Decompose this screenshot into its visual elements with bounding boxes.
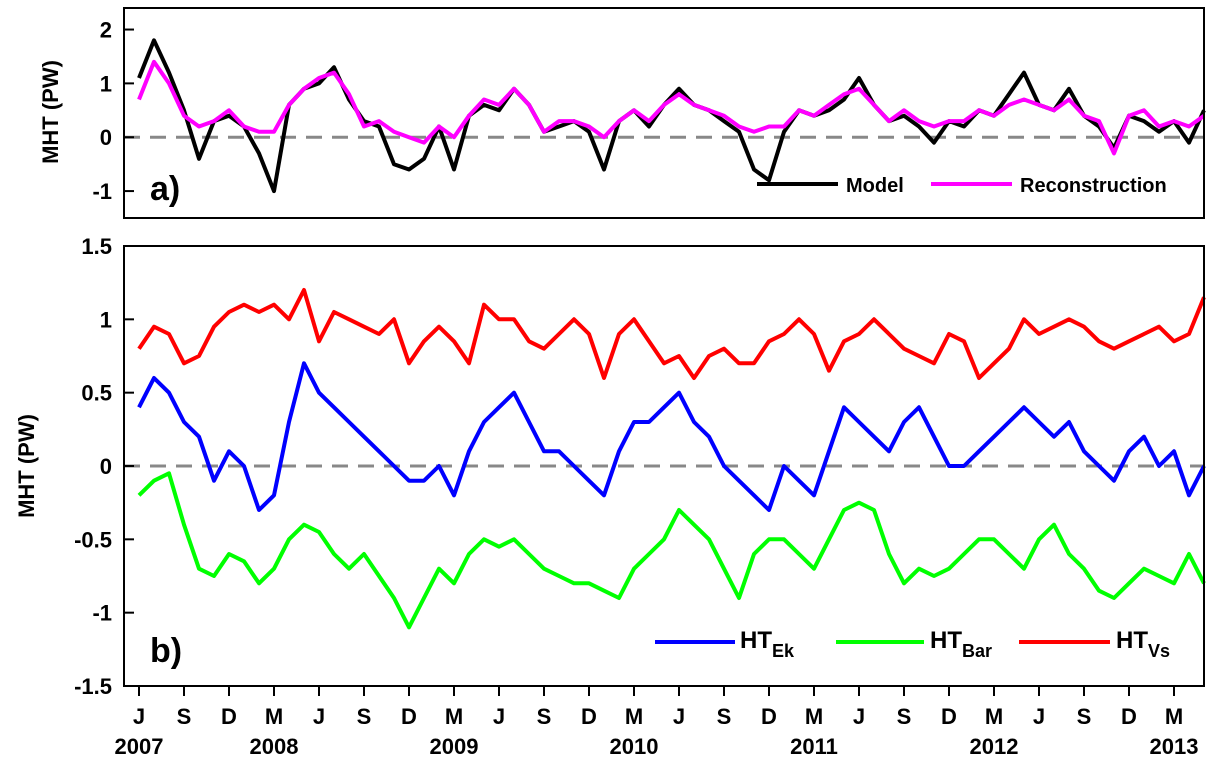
legend-ht-ek-sub: Ek	[772, 641, 795, 661]
x-year-label: 2011	[790, 734, 838, 759]
x-tick-month-label: D	[761, 704, 777, 729]
x-axis: J S D M J S D M J S D M J S D M J S D M J S D M 2007 2008 2009 2010…	[115, 686, 1199, 759]
panel-b-legend: HTEk HTBar HTVs	[655, 627, 1170, 661]
x-tick-month-label: J	[853, 704, 865, 729]
panel-a-series	[137, 38, 1206, 194]
series-line-vs	[137, 288, 1206, 380]
y-tick-label: 2	[100, 18, 112, 43]
y-tick-label: 1	[100, 71, 112, 96]
y-tick-label: 0	[100, 454, 112, 479]
x-tick-month-label: J	[673, 704, 685, 729]
x-tick-month-label: J	[133, 704, 145, 729]
x-tick-month-label: J	[493, 704, 505, 729]
panel-b-y-label: MHT (PW)	[14, 414, 39, 518]
y-tick-label: 1.5	[81, 234, 112, 259]
legend-ht-vs-sub: Vs	[1148, 641, 1170, 661]
y-tick-label: 0.5	[81, 381, 112, 406]
x-year-label: 2009	[430, 734, 479, 759]
legend-reconstruction-label: Reconstruction	[1020, 175, 1167, 197]
x-tick-month-label: D	[401, 704, 417, 729]
x-tick-month-label: J	[313, 704, 325, 729]
x-year-label: 2008	[250, 734, 299, 759]
legend-ht-bar-sub: Bar	[962, 641, 992, 661]
x-tick-month-label: S	[717, 704, 732, 729]
series-line-bar	[137, 471, 1206, 630]
legend-model-label: Model	[846, 175, 904, 197]
y-tick-label: 0	[100, 125, 112, 150]
legend-ht-bar-label: HTBar	[930, 627, 992, 661]
panel-b: -1.5-1-0.500.511.5 MHT (PW) b) HTEk HTBa…	[14, 234, 1206, 699]
series-line-model	[137, 38, 1206, 194]
x-tick-month-label: M	[625, 704, 643, 729]
panel-a-frame	[123, 7, 1205, 219]
legend-ht-ek-label: HTEk	[740, 627, 795, 661]
x-tick-month-label: D	[221, 704, 237, 729]
panel-b-y-ticks: -1.5 -1 -0.5 0 0.5 1 1.5	[74, 234, 134, 699]
y-tick-label: -1.5	[74, 674, 112, 699]
series-line-recon	[137, 59, 1206, 156]
legend-ht-bar-main: HT	[930, 627, 962, 654]
x-tick-month-label: S	[897, 704, 912, 729]
legend-ht-ek-main: HT	[740, 627, 772, 654]
series-line-ek	[137, 361, 1206, 512]
legend-ht-vs-label: HTVs	[1116, 627, 1170, 661]
x-tick-month-label: S	[357, 704, 372, 729]
panel-a-label: a)	[150, 170, 180, 208]
y-tick-label: 1	[100, 307, 112, 332]
x-tick-month-label: D	[581, 704, 597, 729]
x-tick-month-label: S	[537, 704, 552, 729]
x-tick-month-label: M	[265, 704, 283, 729]
panel-b-series	[137, 288, 1206, 630]
x-year-label: 2010	[610, 734, 659, 759]
panel-a: -1 0 1 2 MHT (PW) a) Model Reconstruction	[38, 7, 1206, 219]
x-tick-month-label: M	[805, 704, 823, 729]
x-tick-month-label: S	[1077, 704, 1092, 729]
x-tick-month-label: J	[1033, 704, 1045, 729]
y-tick-label: -1	[92, 601, 112, 626]
x-tick-month-label: D	[1121, 704, 1137, 729]
panel-a-y-ticks: -1 0 1 2	[92, 18, 134, 204]
panel-b-label: b)	[150, 632, 182, 670]
x-year-label: 2007	[115, 734, 164, 759]
x-year-label: 2013	[1150, 734, 1199, 759]
panel-a-legend: Model Reconstruction	[757, 175, 1167, 197]
y-tick-label: -1	[92, 179, 112, 204]
x-tick-month-label: M	[445, 704, 463, 729]
x-year-label: 2012	[970, 734, 1019, 759]
x-tick-month-label: M	[985, 704, 1003, 729]
x-tick-month-label: D	[941, 704, 957, 729]
y-tick-label: -0.5	[74, 527, 112, 552]
x-tick-month-label: S	[177, 704, 192, 729]
legend-ht-vs-main: HT	[1116, 627, 1148, 654]
x-tick-month-label: M	[1165, 704, 1183, 729]
panel-a-y-label: MHT (PW)	[38, 60, 63, 164]
